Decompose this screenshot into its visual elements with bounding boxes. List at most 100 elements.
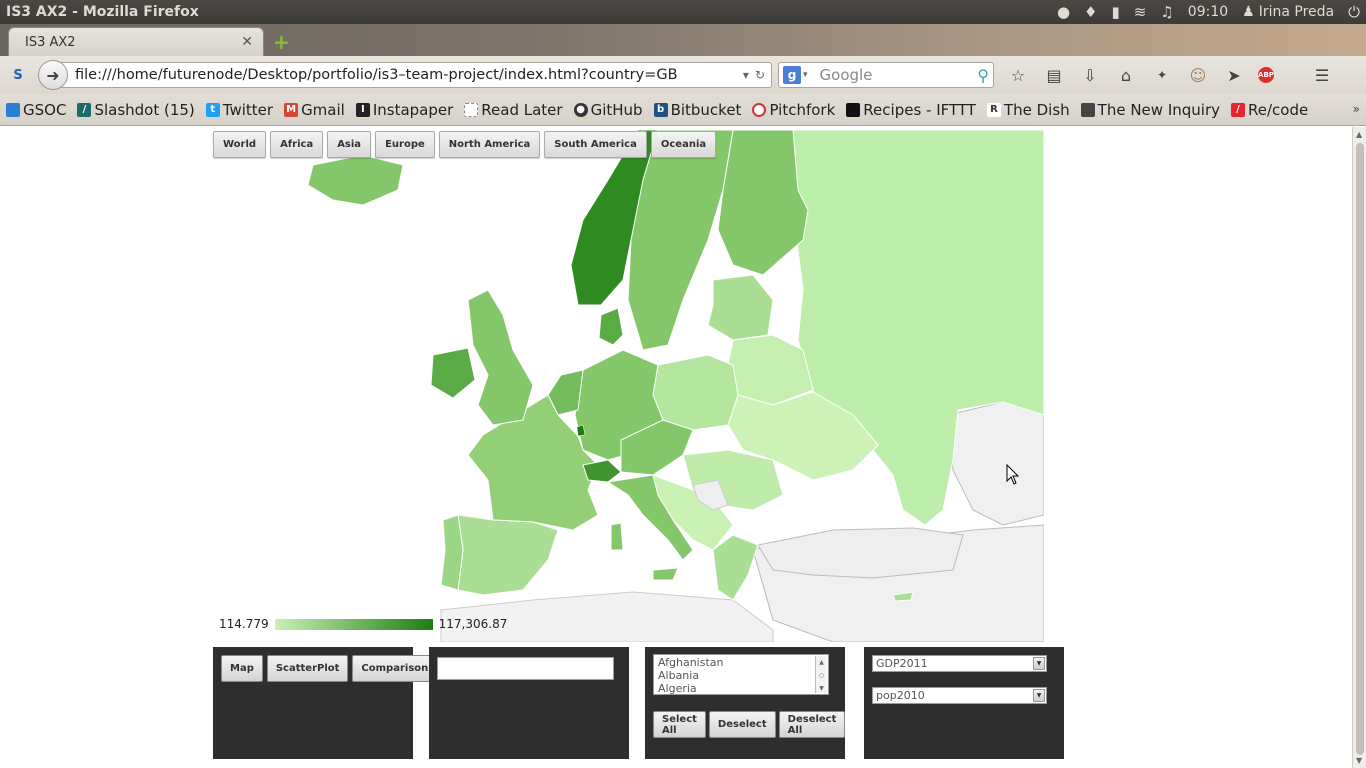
url-bar[interactable]: file:///home/futurenode/Desktop/portfoli…	[56, 62, 772, 88]
country-spain[interactable]	[457, 514, 559, 596]
bookmark-the-new-inquiry[interactable]: The New Inquiry	[1080, 101, 1220, 119]
tab-is3-ax2[interactable]: IS3 AX2 ✕	[8, 27, 264, 56]
region-button-europe[interactable]: Europe	[375, 131, 435, 158]
country-listbox[interactable]: Afghanistan Albania Algeria ▲ ○ ▼	[653, 654, 829, 695]
deselect-button[interactable]: Deselect	[708, 711, 776, 738]
region-button-world[interactable]: World	[213, 131, 267, 158]
country-ireland[interactable]	[430, 347, 476, 399]
country-north-africa[interactable]	[440, 591, 774, 642]
bookmark-recode[interactable]: / Re/code	[1231, 101, 1308, 119]
downloads-icon[interactable]: ⇩	[1083, 65, 1097, 85]
bookmark-gsoc[interactable]: GSOC	[6, 101, 66, 119]
country-benelux[interactable]	[547, 369, 584, 416]
country-switzerland[interactable]	[582, 459, 622, 483]
skype-icon[interactable]: ●	[1056, 3, 1071, 21]
bookmark-pitchfork[interactable]: Pitchfork	[752, 101, 835, 119]
country-italy[interactable]	[606, 474, 694, 561]
bookmark-github[interactable]: ● GitHub	[573, 101, 643, 119]
reload-icon[interactable]: ↻	[754, 68, 765, 82]
new-tab-icon[interactable]: +	[273, 30, 290, 54]
list-item[interactable]: Albania	[658, 669, 700, 682]
country-search-input[interactable]	[437, 657, 614, 680]
country-poland[interactable]	[652, 354, 739, 431]
region-button-asia[interactable]: Asia	[327, 131, 372, 158]
bookmarks-menu-icon[interactable]: ▤	[1046, 65, 1062, 85]
extension-icon[interactable]: ✦	[1156, 68, 1168, 82]
volume-icon[interactable]: ♫	[1160, 3, 1174, 21]
country-norway[interactable]	[570, 130, 659, 306]
chevron-down-icon[interactable]: ▼	[1033, 657, 1045, 670]
search-placeholder[interactable]: Google	[819, 66, 873, 84]
wifi-icon[interactable]: ≋	[1133, 3, 1147, 21]
adblock-icon[interactable]: ABP	[1258, 67, 1274, 83]
region-button-africa[interactable]: Africa	[270, 131, 324, 158]
listbox-scrollbar[interactable]: ▲ ○ ▼	[815, 656, 827, 693]
close-tab-icon[interactable]: ✕	[241, 34, 253, 50]
bookmark-recipes-ifttt[interactable]: Recipes - IFTTT	[846, 101, 976, 119]
user-icon[interactable]: ♟	[1242, 4, 1255, 20]
menu-icon[interactable]: ☰	[1314, 65, 1330, 85]
google-search-engine-icon[interactable]: g	[783, 66, 801, 84]
clock[interactable]: 09:10	[1187, 4, 1229, 20]
country-ukraine[interactable]	[727, 391, 879, 481]
country-cyprus[interactable]	[892, 591, 914, 602]
y-variable-select[interactable]: pop2010 ▼	[872, 687, 1047, 704]
country-turkey[interactable]	[757, 527, 964, 579]
bookmark-slashdot[interactable]: / Slashdot (15)	[77, 101, 195, 119]
country-sardinia[interactable]	[610, 522, 624, 551]
country-baltics[interactable]	[707, 274, 774, 341]
country-iceland[interactable]	[307, 154, 404, 206]
back-button[interactable]: ➜	[38, 60, 68, 90]
url-dropdown-icon[interactable]: ▾	[742, 68, 749, 82]
search-icon[interactable]: ⚲	[977, 65, 989, 85]
bookmarks-overflow-icon[interactable]: »	[1352, 102, 1360, 116]
bookmark-the-dish[interactable]: R The Dish	[986, 101, 1070, 119]
country-france[interactable]	[467, 394, 599, 531]
bookmark-bitbucket[interactable]: b Bitbucket	[653, 101, 741, 119]
page-scrollbar[interactable]: ▲ ▼	[1352, 127, 1366, 768]
bookmarks-toolbar: GSOC / Slashdot (15) t Twitter M Gmail I Ins…	[0, 94, 1366, 126]
map-view-button[interactable]: Map	[221, 655, 263, 682]
scroll-up-icon[interactable]: ▲	[1356, 130, 1363, 139]
country-denmark[interactable]	[598, 307, 624, 346]
country-finland[interactable]	[717, 130, 809, 276]
x-variable-select[interactable]: GDP2011 ▼	[872, 655, 1047, 672]
siteinfo-icon[interactable]: S	[13, 67, 23, 83]
bookmark-instapaper[interactable]: I Instapaper	[355, 101, 453, 119]
region-button-oceania[interactable]: Oceania	[650, 131, 717, 158]
country-luxembourg[interactable]	[576, 424, 586, 437]
battery-icon[interactable]: ▮	[1111, 3, 1120, 21]
country-united-kingdom[interactable]	[467, 289, 534, 426]
select-all-button[interactable]: Select All	[653, 711, 706, 738]
region-button-north-america[interactable]: North America	[438, 131, 541, 158]
region-button-south-america[interactable]: South America	[544, 131, 647, 158]
comparison-view-button[interactable]: Comparison	[352, 655, 438, 682]
scrollbar-thumb[interactable]	[1356, 143, 1364, 755]
search-bar[interactable]: g ▾ Google ⚲	[778, 62, 994, 88]
home-icon[interactable]: ⌂	[1120, 65, 1132, 85]
bookmark-gmail[interactable]: M Gmail	[284, 101, 345, 119]
pocket-icon[interactable]: ➤	[1227, 65, 1241, 85]
list-item[interactable]: Algeria	[658, 682, 697, 695]
scroll-down-icon[interactable]: ▼	[1356, 756, 1363, 765]
notification-bell-icon[interactable]: ♦	[1084, 3, 1098, 21]
search-engine-dropdown-icon[interactable]: ▾	[803, 70, 808, 80]
power-icon[interactable]: ⏻	[1348, 3, 1360, 21]
choropleth-map[interactable]	[213, 130, 1044, 642]
bookmark-twitter[interactable]: t Twitter	[205, 101, 273, 119]
country-serbia[interactable]	[692, 479, 729, 511]
deselect-all-button[interactable]: Deselect All	[778, 711, 846, 738]
greasemonkey-icon[interactable]: ☺	[1189, 65, 1207, 85]
country-portugal[interactable]	[440, 514, 464, 591]
country-sicily[interactable]	[652, 567, 679, 581]
scatterplot-view-button[interactable]: ScatterPlot	[266, 655, 349, 682]
chevron-down-icon[interactable]: ▼	[1033, 689, 1045, 702]
country-greece[interactable]	[712, 534, 759, 601]
bookmark-star-icon[interactable]: ☆	[1010, 65, 1026, 85]
europe-map-svg[interactable]	[213, 130, 1044, 642]
list-item[interactable]: Afghanistan	[658, 656, 724, 669]
user-name[interactable]: Irina Preda	[1258, 4, 1335, 20]
url-text[interactable]: file:///home/futurenode/Desktop/portfoli…	[75, 67, 678, 83]
bookmark-read-later[interactable]: Read Later	[464, 101, 563, 119]
country-kazakhstan[interactable]	[947, 401, 1044, 526]
